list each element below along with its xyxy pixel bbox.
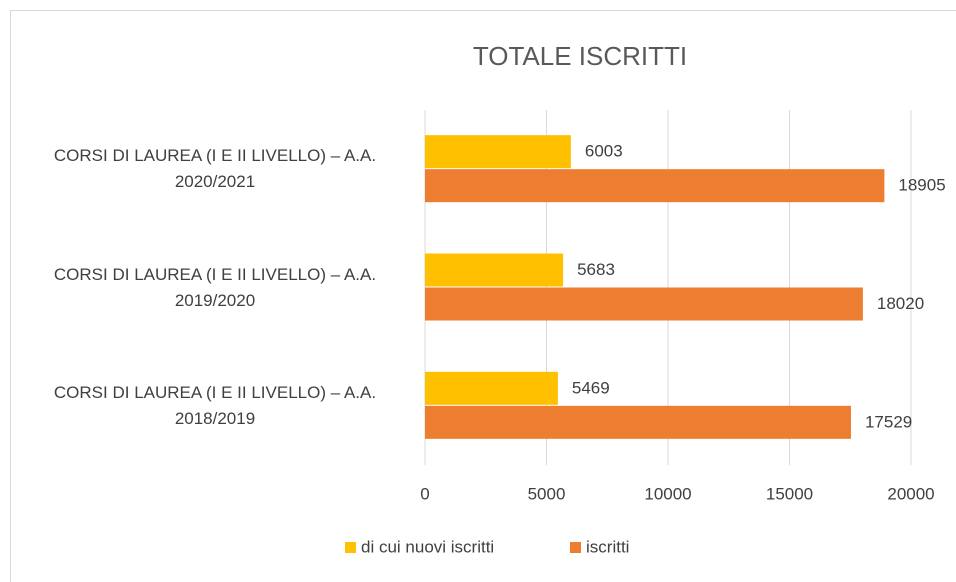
data-label: 18905 <box>898 176 945 195</box>
legend-swatch <box>570 542 581 553</box>
data-label: 17529 <box>865 412 912 431</box>
legend-label: di cui nuovi iscritti <box>361 537 494 556</box>
bar <box>425 253 564 287</box>
data-label: 6003 <box>585 142 623 161</box>
bar <box>425 287 863 321</box>
bar <box>425 405 851 439</box>
chart-border <box>10 10 956 582</box>
y-tick-label: CORSI DI LAUREA (I E II LIVELLO) – A.A. … <box>53 146 377 192</box>
data-label: 5469 <box>572 378 610 397</box>
x-tick-label: 5000 <box>528 484 566 503</box>
data-label: 18020 <box>877 294 924 313</box>
bar <box>425 371 558 405</box>
x-tick-label: 10000 <box>644 484 691 503</box>
x-tick-label: 20000 <box>887 484 934 503</box>
chart-title: TOTALE ISCRITTI <box>473 41 687 71</box>
x-tick-label: 15000 <box>766 484 813 503</box>
legend-label: iscritti <box>586 537 629 556</box>
x-tick-label: 0 <box>420 484 429 503</box>
bar <box>425 169 885 203</box>
bar <box>425 135 571 169</box>
legend-swatch <box>345 542 356 553</box>
y-tick-label: CORSI DI LAUREA (I E II LIVELLO) – A.A. … <box>53 264 377 310</box>
y-tick-label: CORSI DI LAUREA (I E II LIVELLO) – A.A. … <box>53 382 377 428</box>
data-label: 5683 <box>577 260 615 279</box>
